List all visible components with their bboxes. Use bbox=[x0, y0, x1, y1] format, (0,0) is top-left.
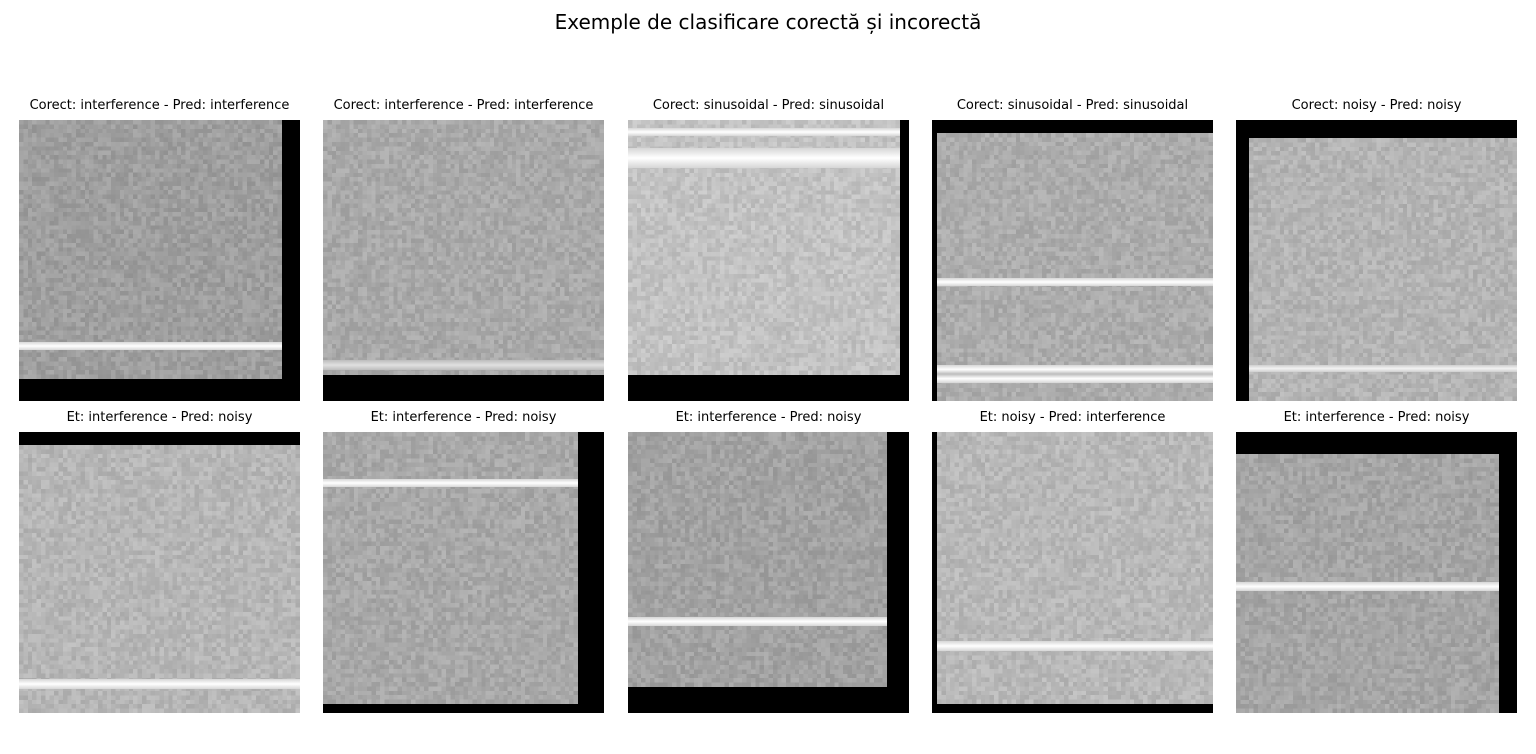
noise-texture bbox=[937, 133, 1213, 401]
noise-area bbox=[937, 432, 1213, 704]
bright-line bbox=[628, 128, 900, 136]
bright-line bbox=[1249, 365, 1517, 372]
noise-area bbox=[323, 120, 604, 375]
signal-image bbox=[628, 432, 909, 713]
noise-area bbox=[19, 120, 282, 379]
signal-image bbox=[932, 120, 1213, 401]
bright-line bbox=[937, 641, 1213, 651]
signal-image bbox=[19, 120, 300, 401]
noise-texture bbox=[323, 120, 604, 375]
panel-title: Et: interference - Pred: noisy bbox=[1283, 410, 1470, 425]
noise-area bbox=[1249, 138, 1517, 401]
bright-line bbox=[323, 360, 604, 370]
noise-texture bbox=[323, 432, 578, 704]
panel-title: Et: interference - Pred: noisy bbox=[675, 410, 862, 425]
figure-title: Exemple de clasificare corectă și incore… bbox=[554, 10, 982, 34]
noise-texture bbox=[1249, 138, 1517, 401]
signal-image bbox=[323, 120, 604, 401]
noise-texture bbox=[19, 445, 300, 713]
bright-line bbox=[628, 617, 887, 626]
bright-line bbox=[628, 148, 900, 168]
panel-title: Et: noisy - Pred: interference bbox=[979, 410, 1166, 425]
panel-title: Corect: sinusoidal - Pred: sinusoidal bbox=[956, 98, 1189, 113]
bright-line bbox=[323, 479, 578, 487]
panel-title: Corect: noisy - Pred: noisy bbox=[1291, 98, 1462, 113]
panel-title: Et: interference - Pred: noisy bbox=[370, 410, 557, 425]
noise-area bbox=[937, 133, 1213, 401]
noise-area bbox=[628, 432, 887, 687]
bright-line bbox=[937, 278, 1213, 286]
panel-title: Et: interference - Pred: noisy bbox=[66, 410, 253, 425]
bright-line bbox=[1236, 582, 1499, 591]
noise-texture bbox=[937, 432, 1213, 704]
signal-image bbox=[1236, 432, 1517, 713]
noise-area bbox=[323, 432, 578, 704]
bright-line bbox=[937, 365, 1213, 383]
bright-line bbox=[19, 342, 282, 350]
signal-image bbox=[19, 432, 300, 713]
panel-title: Corect: sinusoidal - Pred: sinusoidal bbox=[652, 98, 885, 113]
bright-line bbox=[19, 679, 300, 689]
noise-texture bbox=[628, 432, 887, 687]
signal-image bbox=[1236, 120, 1517, 401]
panel-title: Corect: interference - Pred: interferenc… bbox=[333, 98, 594, 113]
panel-title: Corect: interference - Pred: interferenc… bbox=[29, 98, 290, 113]
signal-image bbox=[628, 120, 909, 401]
noise-area bbox=[19, 445, 300, 713]
signal-image bbox=[932, 432, 1213, 713]
noise-texture bbox=[19, 120, 282, 379]
signal-image bbox=[323, 432, 604, 713]
